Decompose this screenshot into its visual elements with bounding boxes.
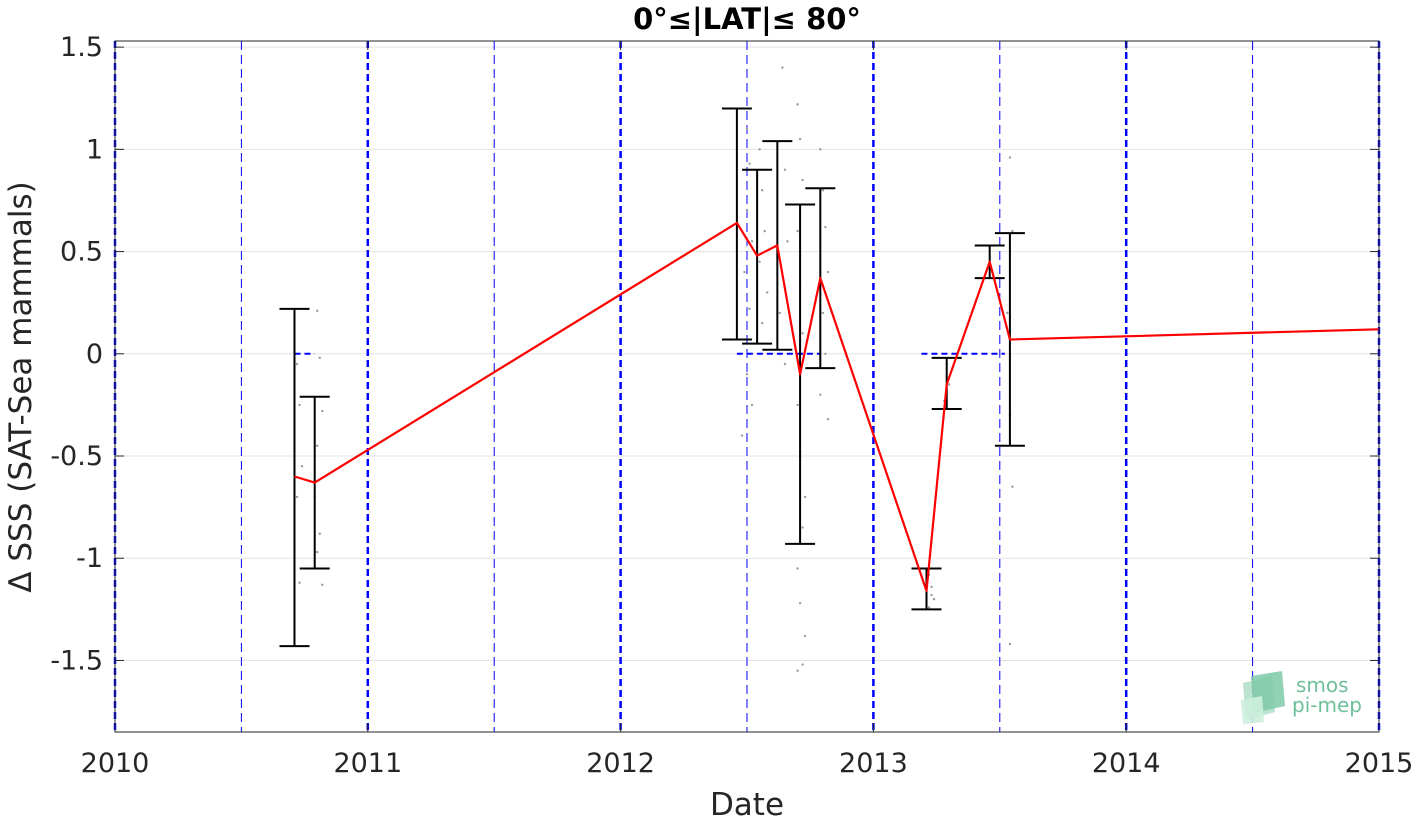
plot-frame <box>114 40 1380 733</box>
y-axis-title: Δ SSS (SAT-Sea mammals) <box>3 181 39 592</box>
scatter-point <box>798 602 802 605</box>
scatter-point <box>796 403 799 407</box>
scatter-point <box>748 307 751 311</box>
scatter-point <box>821 311 825 315</box>
scatter-point <box>801 332 804 335</box>
scatter-point <box>758 260 761 263</box>
scatter-point <box>798 137 802 141</box>
x-tick-label: 2014 <box>1092 748 1161 779</box>
x-tick-label: 2011 <box>333 748 402 779</box>
scatter-point <box>760 189 764 192</box>
y-tick-label: 1.5 <box>60 32 103 63</box>
y-tick-label: 0 <box>86 339 103 370</box>
scatter-point <box>803 634 807 638</box>
scatter-point <box>318 356 321 360</box>
logo-text-line1: smos <box>1296 673 1349 697</box>
scatter-point <box>778 311 782 315</box>
scatter-point <box>819 148 822 151</box>
scatter-point <box>750 403 754 407</box>
scatter-point <box>801 663 804 666</box>
scatter-point <box>796 229 799 233</box>
scatter-point <box>786 240 789 243</box>
scatter-point <box>1008 156 1012 159</box>
scatter-point <box>781 66 784 69</box>
scatter-point <box>300 465 304 468</box>
scatter-point <box>932 597 936 601</box>
scatter-point <box>783 362 787 366</box>
y-axis: -1.5 -1 -0.5 0 0.5 1 1.5 <box>50 32 1379 676</box>
scatter-point <box>930 593 933 597</box>
scatter-point <box>948 383 951 386</box>
scatter-point <box>783 168 787 171</box>
scatter-point <box>927 606 931 609</box>
x-tick-label: 2015 <box>1345 748 1414 779</box>
scatter-point <box>801 526 804 529</box>
scatter-point <box>745 209 749 212</box>
scatter-point <box>321 409 324 413</box>
scatter-point <box>766 291 769 294</box>
scatter-point <box>1011 229 1014 233</box>
scatter-point <box>316 444 319 447</box>
scatter-point <box>321 583 324 587</box>
scatter-point <box>801 178 804 182</box>
scatter-point <box>796 103 799 106</box>
scatter-point <box>316 309 319 313</box>
scatter-point <box>803 495 807 499</box>
scatter-point <box>750 240 754 243</box>
grid <box>115 46 1379 661</box>
scatter-point <box>745 127 749 131</box>
mean-line <box>294 221 1380 593</box>
scatter-point <box>743 270 746 274</box>
scatter-point <box>824 225 827 229</box>
chart-title: 0°≤|LAT|≤ 80° <box>633 2 861 36</box>
scatter-point <box>824 352 827 355</box>
scatter-point <box>930 585 933 589</box>
scatter-point <box>760 321 764 325</box>
scatter-point <box>758 148 761 151</box>
scatter-point <box>826 418 830 421</box>
smos-pi-mep-logo: smos pi-mep <box>1241 671 1362 724</box>
scatter-point <box>821 189 825 192</box>
scatter-point <box>298 581 301 584</box>
scatter-point <box>1006 311 1009 315</box>
mean-line-series <box>294 221 1380 593</box>
x-axis: 2010 2011 2012 2013 2014 2015 <box>81 41 1414 779</box>
logo-text-line2: pi-mep <box>1292 693 1362 717</box>
scatter-point <box>826 270 830 274</box>
scatter-point <box>740 434 744 437</box>
y-tick-label: -1.5 <box>50 645 103 676</box>
y-tick-label: -0.5 <box>50 441 103 472</box>
scatter-point <box>819 393 822 396</box>
logo-icon <box>1241 671 1285 724</box>
scatter-point <box>745 373 749 376</box>
scatter-point <box>318 532 321 535</box>
scatter-point <box>298 403 301 407</box>
scatter-point <box>796 669 799 672</box>
x-tick-label: 2012 <box>586 748 655 779</box>
x-tick-label: 2013 <box>839 748 908 779</box>
y-tick-label: 1 <box>86 134 103 165</box>
y-tick-label: 0.5 <box>60 237 103 268</box>
scatter-point <box>295 495 299 499</box>
scatter-point <box>1011 485 1014 488</box>
scatter-point <box>748 162 751 165</box>
y-tick-label: -1 <box>76 543 103 574</box>
scatter-point <box>796 567 799 570</box>
scatter-point <box>295 362 299 366</box>
scatter-point <box>316 550 319 554</box>
scatter-point <box>763 229 766 233</box>
x-tick-label: 2010 <box>81 748 150 779</box>
scatter-point <box>1008 642 1012 646</box>
x-axis-title: Date <box>710 787 784 818</box>
